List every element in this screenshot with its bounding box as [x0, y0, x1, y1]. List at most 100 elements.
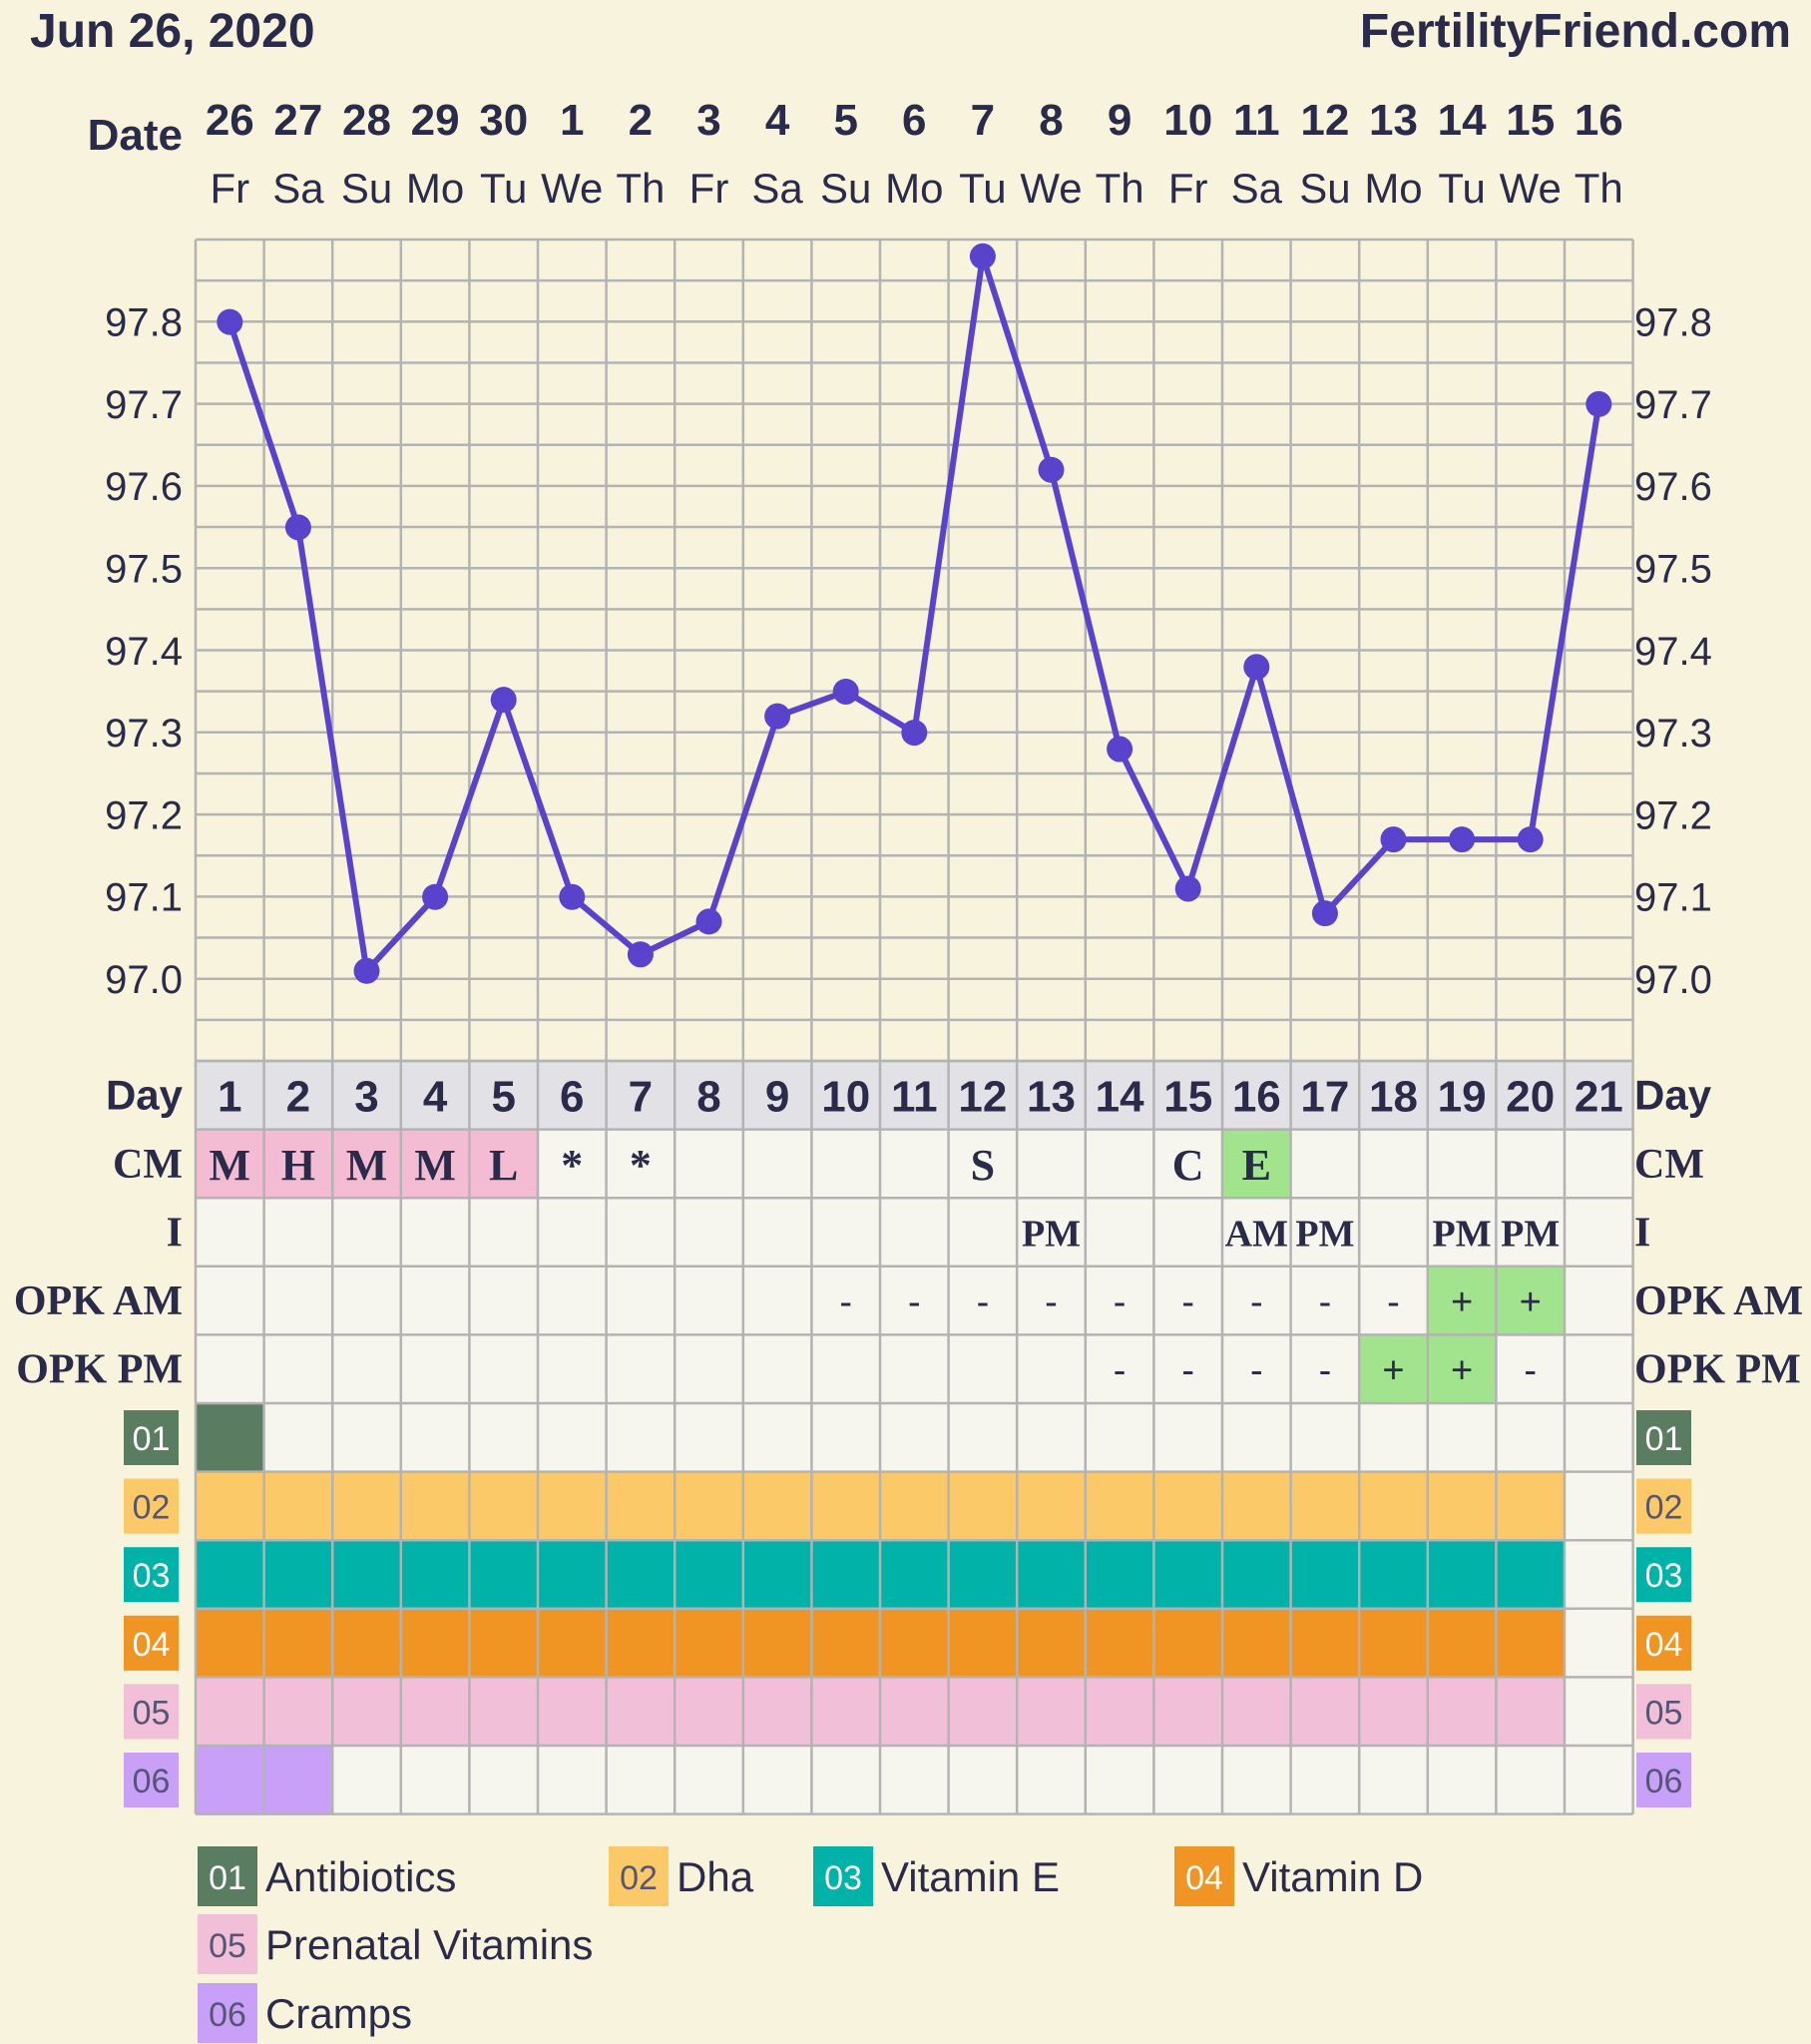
temperature-point[interactable] — [695, 908, 722, 935]
legend-label: Dha — [677, 1853, 754, 1900]
opk-pm-value: - — [1114, 1350, 1127, 1392]
date-number: 16 — [1575, 96, 1623, 145]
row-label-opk-am-right: OPK AM — [1634, 1278, 1803, 1324]
code-badge-04-left — [124, 1615, 179, 1671]
weekday-label: Th — [616, 165, 665, 212]
weekday-label: Th — [1096, 165, 1144, 212]
cell-05 — [675, 1677, 743, 1746]
cell-day — [1496, 1061, 1565, 1130]
cell-opk_am — [880, 1266, 949, 1335]
code-badge-label: 04 — [1645, 1626, 1683, 1664]
cell-05 — [1359, 1677, 1428, 1746]
cell-03 — [469, 1540, 538, 1609]
cell-i — [606, 1198, 676, 1267]
cell-01 — [1222, 1403, 1291, 1472]
cell-03 — [400, 1540, 470, 1609]
cell-i — [538, 1198, 607, 1267]
temperature-point[interactable] — [764, 703, 791, 730]
temperature-point[interactable] — [1107, 736, 1133, 763]
temperature-point[interactable] — [353, 957, 380, 984]
cell-opk_am — [538, 1266, 607, 1335]
weekday-label: Mo — [885, 165, 943, 212]
cycle-day: 3 — [354, 1072, 378, 1121]
legend-code: 06 — [209, 1996, 246, 2034]
cell-day — [1222, 1061, 1291, 1130]
opk-pm-value: - — [1181, 1350, 1194, 1392]
cell-01 — [538, 1403, 607, 1472]
cell-05 — [948, 1677, 1018, 1746]
legend-swatch — [609, 1846, 669, 1906]
temperature-point[interactable] — [1311, 900, 1338, 927]
cell-day — [400, 1061, 470, 1130]
temperature-point[interactable] — [969, 243, 996, 269]
cell-opk_pm — [675, 1334, 743, 1403]
cell-day — [606, 1061, 676, 1130]
cell-day — [469, 1061, 538, 1130]
row-label-opk-pm: OPK PM — [16, 1347, 183, 1393]
cell-03 — [1017, 1540, 1086, 1609]
code-badge-label: 02 — [1645, 1489, 1683, 1527]
cell-opk_am — [332, 1266, 401, 1335]
cycle-day: 5 — [491, 1072, 515, 1121]
weekday-label: Tu — [959, 165, 1006, 212]
opk-am-value: - — [908, 1281, 921, 1323]
cell-opk_am — [1359, 1266, 1428, 1335]
cell-05 — [263, 1677, 333, 1746]
cell-day — [196, 1061, 264, 1130]
temperature-point[interactable] — [627, 941, 654, 968]
cell-opk_am — [1565, 1266, 1633, 1335]
temperature-point[interactable] — [1449, 826, 1476, 853]
temperature-point[interactable] — [832, 678, 859, 705]
temperature-point[interactable] — [901, 720, 928, 747]
cell-03 — [1496, 1540, 1565, 1609]
cell-04 — [1017, 1608, 1086, 1678]
site-name[interactable]: FertilityFriend.com — [1360, 5, 1791, 58]
cell-02 — [1565, 1471, 1633, 1541]
opk-am-value: - — [1387, 1281, 1400, 1323]
cell-cm — [1153, 1129, 1222, 1199]
temperature-point[interactable] — [490, 687, 517, 714]
row-label-cm: CM — [113, 1142, 183, 1188]
cell-01 — [1290, 1403, 1360, 1472]
cell-day — [1427, 1061, 1497, 1130]
legend-swatch — [198, 1983, 257, 2043]
cycle-day: 9 — [765, 1072, 789, 1121]
cell-opk_pm — [538, 1334, 607, 1403]
cell-03 — [675, 1540, 743, 1609]
temperature-point[interactable] — [422, 883, 449, 910]
legend-code: 05 — [209, 1927, 246, 1965]
cell-opk_pm — [1496, 1334, 1565, 1403]
weekday-label: Fr — [210, 165, 249, 212]
cell-02 — [948, 1471, 1018, 1541]
temperature-point[interactable] — [284, 514, 311, 541]
cell-day — [263, 1061, 333, 1130]
cm-value: H — [281, 1141, 315, 1190]
temperature-point[interactable] — [559, 883, 586, 910]
cell-02 — [263, 1471, 333, 1541]
opk-pm-value: - — [1319, 1350, 1332, 1392]
y-tick-label-right: 97.7 — [1634, 383, 1712, 427]
date-number: 13 — [1369, 96, 1418, 145]
temperature-point[interactable] — [1585, 390, 1612, 417]
legend-label: Prenatal Vitamins — [265, 1921, 593, 1968]
weekday-label: Su — [341, 165, 392, 212]
cell-03 — [742, 1540, 812, 1609]
temperature-point[interactable] — [1517, 826, 1544, 853]
cell-04 — [400, 1608, 470, 1678]
cell-04 — [1565, 1608, 1633, 1678]
y-tick-label-right: 97.6 — [1634, 465, 1712, 509]
weekday-label: Mo — [1364, 165, 1422, 212]
cell-02 — [332, 1471, 401, 1541]
temperature-point[interactable] — [217, 308, 243, 335]
temperature-point[interactable] — [1174, 875, 1201, 902]
temperature-point[interactable] — [1243, 654, 1270, 681]
cell-05 — [1565, 1677, 1633, 1746]
cell-opk_am — [1427, 1266, 1497, 1335]
code-badge-01-right — [1636, 1410, 1691, 1465]
cell-01 — [1153, 1403, 1222, 1472]
temperature-point[interactable] — [1380, 826, 1407, 853]
cells-layer — [196, 240, 1633, 1814]
temperature-point[interactable] — [1038, 456, 1065, 483]
cell-05 — [1427, 1677, 1497, 1746]
cell-05 — [332, 1677, 401, 1746]
